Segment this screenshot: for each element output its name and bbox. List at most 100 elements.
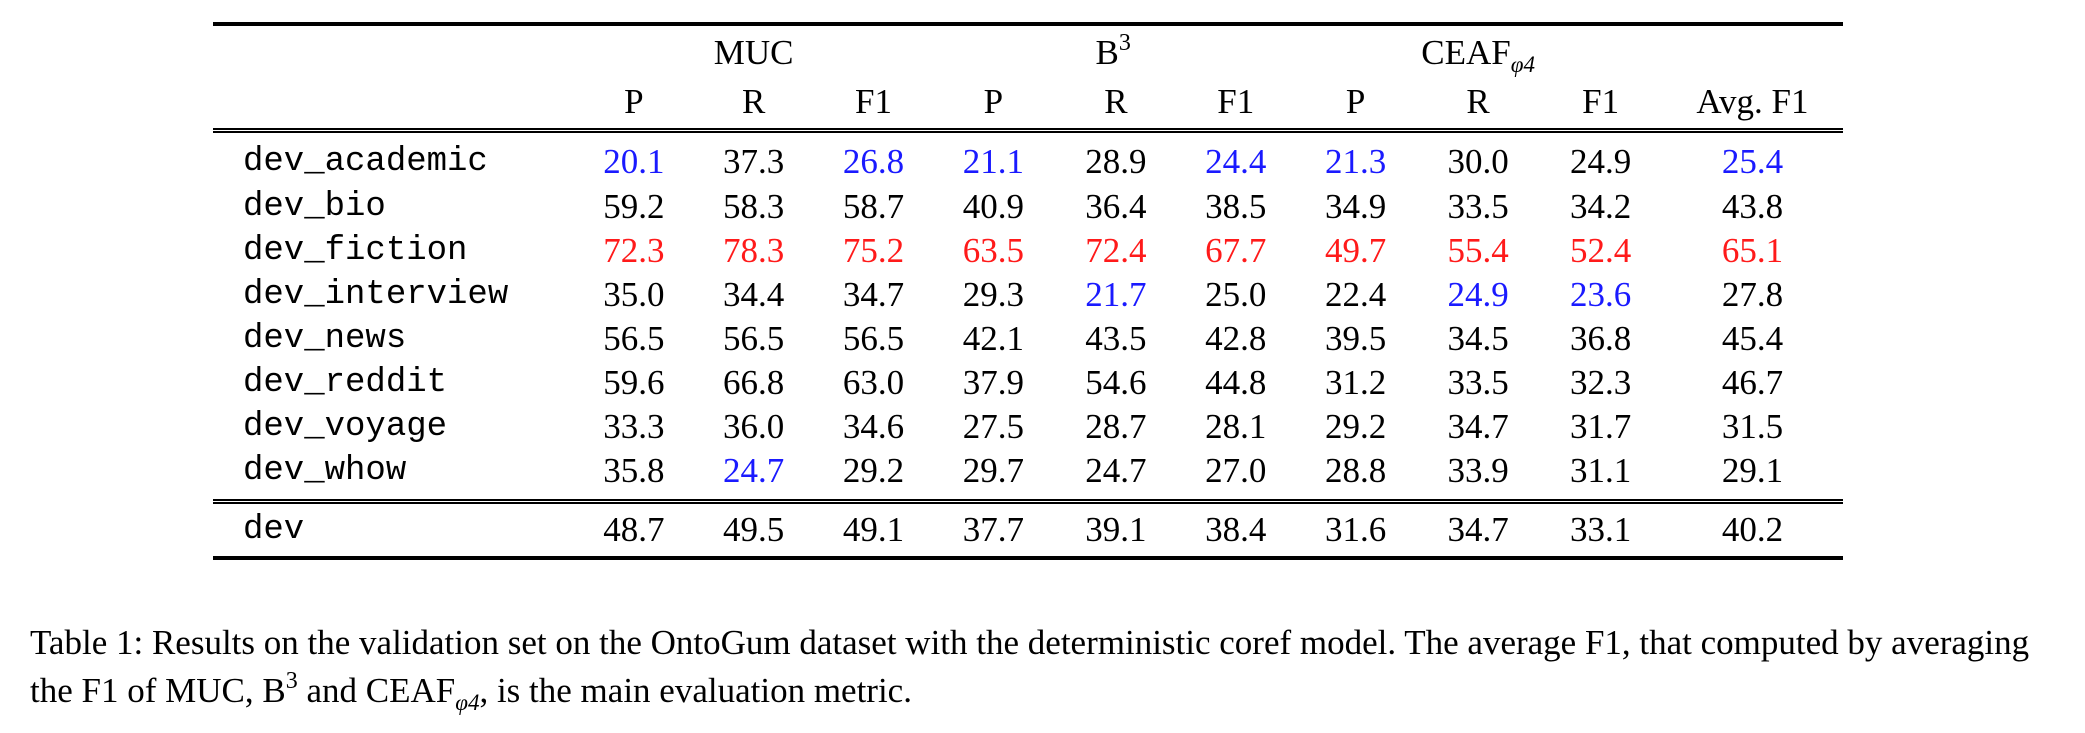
table-cell: 32.3 — [1569, 363, 1632, 402]
table-cell: 33.5 — [1447, 187, 1509, 226]
table-cell: 28.9 — [1085, 142, 1147, 181]
caption-superscript: 3 — [285, 668, 298, 694]
table-cell: 24.9 — [1447, 275, 1509, 314]
table-cell: 37.9 — [962, 363, 1024, 402]
table-cell: 46.7 — [1721, 363, 1784, 402]
table-cell: 54.6 — [1085, 363, 1147, 402]
table-cell: 56.5 — [723, 319, 785, 358]
group-header-ceaf: CEAFφ4 — [1421, 33, 1535, 77]
row-label: dev_whow — [243, 452, 407, 490]
column-header: Avg. F1 — [1696, 82, 1809, 121]
table-cell: 28.1 — [1205, 407, 1267, 446]
table-cell: 36.4 — [1085, 187, 1147, 226]
header-empty-cell — [213, 24, 575, 76]
row-label: dev — [243, 511, 305, 549]
table-cell: 78.3 — [723, 231, 785, 270]
table-body: dev_academic 20.1 37.3 26.8 21.1 28.9 24.4 21.3… — [213, 130, 1843, 502]
table-cell: 72.3 — [603, 231, 665, 270]
column-header: P — [1345, 82, 1366, 121]
table-cell: 38.5 — [1205, 187, 1267, 226]
table-cell: 25.0 — [1205, 275, 1267, 314]
table-caption: Table 1: Results on the validation set o… — [30, 619, 2070, 715]
table-cell: 26.8 — [842, 142, 905, 181]
row-label: dev_academic — [243, 143, 488, 181]
row-label: dev_fiction — [243, 232, 468, 270]
group-header-b3: B3 — [1095, 30, 1131, 72]
column-header: P — [983, 82, 1004, 121]
table-cell: 72.4 — [1085, 231, 1147, 270]
table-cell: 37.7 — [962, 510, 1024, 549]
table-cell: 63.0 — [842, 363, 905, 402]
row-label: dev_voyage — [243, 408, 448, 446]
caption-text: and CEAF — [297, 671, 456, 710]
table-cell: 33.1 — [1569, 510, 1632, 549]
table-cell: 56.5 — [603, 319, 665, 358]
table-cell: 23.6 — [1569, 275, 1632, 314]
table-row: dev_bio 59.2 58.3 58.7 40.9 36.4 38.5 34.9 33.5 3… — [213, 185, 1843, 229]
table-cell: 45.4 — [1721, 319, 1784, 358]
table-cell: 30.0 — [1447, 142, 1509, 181]
table-row: dev_fiction 72.3 78.3 75.2 63.5 72.4 67.7 49.7 5… — [213, 229, 1843, 273]
row-label: dev_news — [243, 320, 407, 358]
table-cell: 36.0 — [723, 407, 785, 446]
header-empty-cell — [213, 76, 575, 131]
table-cell: 34.7 — [842, 275, 905, 314]
table-cell: 20.1 — [603, 142, 665, 181]
column-header: F1 — [1582, 82, 1620, 121]
table-cell: 43.5 — [1085, 319, 1147, 358]
table-cell: 34.2 — [1569, 187, 1632, 226]
table-cell: 67.7 — [1205, 231, 1267, 270]
row-label: dev_bio — [243, 188, 386, 226]
column-header: F1 — [1217, 82, 1255, 121]
table-cell: 24.4 — [1205, 142, 1267, 181]
table-cell: 39.1 — [1085, 510, 1147, 549]
table-cell: 49.7 — [1324, 231, 1387, 270]
table-cell: 66.8 — [723, 363, 785, 402]
row-label: dev_reddit — [243, 364, 448, 402]
table-cell: 31.2 — [1324, 363, 1387, 402]
table-cell: 43.8 — [1721, 187, 1784, 226]
table-cell: 29.3 — [962, 275, 1024, 314]
table-cell: 27.0 — [1205, 451, 1267, 490]
table-cell: 29.2 — [842, 451, 905, 490]
column-header: R — [741, 82, 766, 121]
table-cell: 28.7 — [1085, 407, 1147, 446]
table-cell: 34.7 — [1447, 510, 1509, 549]
table-cell: 63.5 — [962, 231, 1024, 270]
table-cell: 34.4 — [723, 275, 785, 314]
table-cell: 33.9 — [1447, 451, 1509, 490]
table-cell: 65.1 — [1721, 231, 1784, 270]
column-header-row: P R F1 P R F1 P R F1 Avg. F1 — [213, 76, 1843, 131]
table-cell: 39.5 — [1324, 319, 1387, 358]
column-header: P — [624, 82, 644, 121]
table-cell: 31.1 — [1569, 451, 1632, 490]
table-cell: 59.6 — [603, 363, 665, 402]
table-cell: 58.7 — [842, 187, 905, 226]
table-cell: 21.1 — [962, 142, 1024, 181]
caption-text: , is the main evaluation metric. — [479, 671, 912, 710]
table-cell: 25.4 — [1721, 142, 1784, 181]
table-row: dev_academic 20.1 37.3 26.8 21.1 28.9 24.4 21.3… — [213, 130, 1843, 186]
table-row: dev_news 56.5 56.5 56.5 42.1 43.5 42.8 39.5 34.5… — [213, 317, 1843, 361]
table-cell: 33.3 — [603, 407, 665, 446]
table-cell: 24.7 — [1085, 451, 1147, 490]
table-row: dev 48.7 49.5 49.1 37.7 39.1 38.4 31.6 34.7 33.1 4… — [213, 501, 1843, 558]
table-cell: 22.4 — [1324, 275, 1387, 314]
table-cell: 21.7 — [1085, 275, 1147, 314]
table-cell: 29.1 — [1721, 451, 1784, 490]
column-header: R — [1466, 82, 1490, 121]
header-empty-cell — [1662, 24, 1843, 76]
table-cell: 35.0 — [603, 275, 665, 314]
table-cell: 37.3 — [723, 142, 785, 181]
table-cell: 40.9 — [962, 187, 1024, 226]
table-cell: 42.8 — [1205, 319, 1267, 358]
results-table-container: MUC B3 CEAFφ4 P R F1 P R F1 P R F1 Avg. … — [213, 22, 1843, 560]
table-cell: 34.9 — [1324, 187, 1387, 226]
table-cell: 52.4 — [1569, 231, 1632, 270]
group-header-muc: MUC — [713, 33, 794, 72]
table-total: dev 48.7 49.5 49.1 37.7 39.1 38.4 31.6 34.7 33.1 4… — [213, 501, 1843, 558]
results-table: MUC B3 CEAFφ4 P R F1 P R F1 P R F1 Avg. … — [213, 22, 1843, 560]
column-header: R — [1104, 82, 1128, 121]
table-row: dev_reddit 59.6 66.8 63.0 37.9 54.6 44.8 31.2 33… — [213, 361, 1843, 405]
table-cell: 49.1 — [842, 510, 905, 549]
